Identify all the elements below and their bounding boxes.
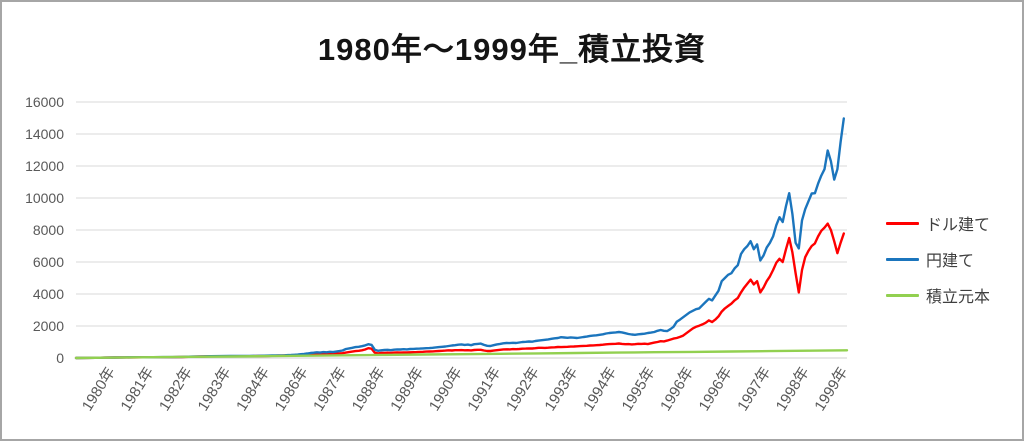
y-axis-tick-label: 8000 [33, 222, 64, 238]
x-axis-tick-label: 1980年 [79, 364, 119, 414]
legend-label-usd: ドル建て [926, 217, 991, 234]
y-axis-tick-label: 12000 [25, 158, 64, 174]
x-axis-tick-label: 1984年 [233, 364, 273, 414]
x-axis-tick-label: 1986年 [272, 364, 312, 414]
x-axis-tick-label: 1996年 [657, 364, 697, 414]
legend-item-usd: ドル建て [886, 212, 990, 234]
x-axis-tick-label: 1983年 [195, 364, 235, 414]
x-axis-tick-label: 1987年 [310, 364, 350, 414]
legend-item-principal: 積立元本 [886, 284, 990, 306]
y-axis-tick-label: 4000 [33, 286, 64, 302]
y-axis-tick-label: 16000 [25, 94, 64, 110]
y-axis-tick-label: 10000 [25, 190, 64, 206]
x-axis-tick-label: 1981年 [117, 364, 157, 414]
x-axis-tick-label: 1992年 [503, 364, 543, 414]
x-axis-tick-label: 1997年 [734, 364, 774, 414]
chart-title: 1980年～1999年_積立投資 [317, 32, 707, 67]
y-axis-tick-label: 0 [56, 350, 64, 366]
x-axis-tick-label: 1995年 [619, 364, 659, 414]
x-axis-tick-label: 1990年 [426, 364, 466, 414]
x-axis-tick-label: 1989年 [387, 364, 427, 414]
x-axis-tick-label: 1999年 [811, 364, 851, 414]
series-line-jpy [74, 117, 845, 360]
series-line-usd [74, 222, 845, 360]
legend-item-jpy: 円建て [886, 248, 990, 270]
x-axis-tick-label: 1996年 [696, 364, 736, 414]
y-axis-tick-label: 2000 [33, 318, 64, 334]
x-axis-tick-label: 1994年 [580, 364, 620, 414]
legend-label-principal: 積立元本 [926, 289, 991, 306]
y-axis-tick-label: 6000 [33, 254, 64, 270]
x-axis-tick-label: 1982年 [156, 364, 196, 414]
x-axis-tick-label: 1988年 [349, 364, 389, 414]
y-axis-tick-label: 14000 [25, 126, 64, 142]
legend-swatch-usd-line [886, 221, 919, 225]
legend-label-jpy: 円建て [926, 253, 975, 270]
legend-swatch-principal-line [886, 293, 919, 297]
x-axis-tick-label: 1991年 [464, 364, 504, 414]
series-line-principal [74, 349, 849, 360]
chart-legend: ドル建て 円建て 積立元本 [886, 212, 990, 306]
x-axis-tick-label: 1993年 [541, 364, 581, 414]
x-axis-tick-label: 1998年 [773, 364, 813, 414]
legend-swatch-jpy-line [886, 257, 919, 261]
